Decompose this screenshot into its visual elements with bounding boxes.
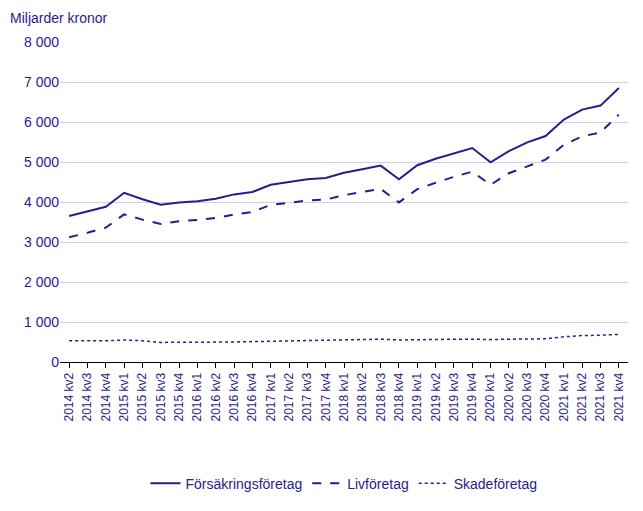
svg-text:2020 kv1: 2020 kv1 xyxy=(483,372,497,421)
svg-text:2017 kv3: 2017 kv3 xyxy=(300,372,314,421)
svg-text:2014 kv3: 2014 kv3 xyxy=(80,372,94,421)
svg-text:2 000: 2 000 xyxy=(24,274,59,290)
svg-text:Försäkringsföretag: Försäkringsföretag xyxy=(186,476,303,492)
svg-text:2018 kv1: 2018 kv1 xyxy=(337,372,351,421)
svg-text:8 000: 8 000 xyxy=(24,34,59,50)
svg-text:2016 kv1: 2016 kv1 xyxy=(190,372,204,421)
svg-text:2018 kv4: 2018 kv4 xyxy=(392,372,406,421)
svg-text:2021 kv2: 2021 kv2 xyxy=(575,372,589,421)
svg-text:2019 kv1: 2019 kv1 xyxy=(410,372,424,421)
svg-text:2016 kv4: 2016 kv4 xyxy=(245,372,259,421)
svg-text:2019 kv4: 2019 kv4 xyxy=(465,372,479,421)
svg-text:2018 kv3: 2018 kv3 xyxy=(374,372,388,421)
svg-text:2020 kv4: 2020 kv4 xyxy=(538,372,552,421)
svg-text:2017 kv1: 2017 kv1 xyxy=(264,372,278,421)
svg-text:2017 kv2: 2017 kv2 xyxy=(282,372,296,421)
svg-text:4 000: 4 000 xyxy=(24,194,59,210)
svg-text:2015 kv4: 2015 kv4 xyxy=(172,372,186,421)
svg-text:5 000: 5 000 xyxy=(24,154,59,170)
svg-text:2021 kv1: 2021 kv1 xyxy=(557,372,571,421)
svg-text:2015 kv1: 2015 kv1 xyxy=(117,372,131,421)
svg-text:2014 kv2: 2014 kv2 xyxy=(62,372,76,421)
svg-text:0: 0 xyxy=(51,354,59,370)
svg-text:2020 kv2: 2020 kv2 xyxy=(502,372,516,421)
svg-text:2015 kv3: 2015 kv3 xyxy=(154,372,168,421)
svg-text:2015 kv2: 2015 kv2 xyxy=(135,372,149,421)
svg-text:Miljarder kronor: Miljarder kronor xyxy=(10,10,108,26)
svg-text:2018 kv2: 2018 kv2 xyxy=(355,372,369,421)
svg-text:Livföretag: Livföretag xyxy=(347,476,408,492)
svg-text:1 000: 1 000 xyxy=(24,314,59,330)
svg-text:2021 kv3: 2021 kv3 xyxy=(593,372,607,421)
svg-text:6 000: 6 000 xyxy=(24,114,59,130)
svg-text:2017 kv4: 2017 kv4 xyxy=(319,372,333,421)
svg-text:7 000: 7 000 xyxy=(24,74,59,90)
svg-text:3 000: 3 000 xyxy=(24,234,59,250)
svg-text:2020 kv3: 2020 kv3 xyxy=(520,372,534,421)
svg-text:2014 kv4: 2014 kv4 xyxy=(99,372,113,421)
svg-text:2021 kv4: 2021 kv4 xyxy=(612,372,626,421)
svg-text:2016 kv3: 2016 kv3 xyxy=(227,372,241,421)
svg-text:2019 kv2: 2019 kv2 xyxy=(429,372,443,421)
svg-text:2016 kv2: 2016 kv2 xyxy=(209,372,223,421)
svg-text:Skadeföretag: Skadeföretag xyxy=(454,476,537,492)
svg-text:2019 kv3: 2019 kv3 xyxy=(447,372,461,421)
